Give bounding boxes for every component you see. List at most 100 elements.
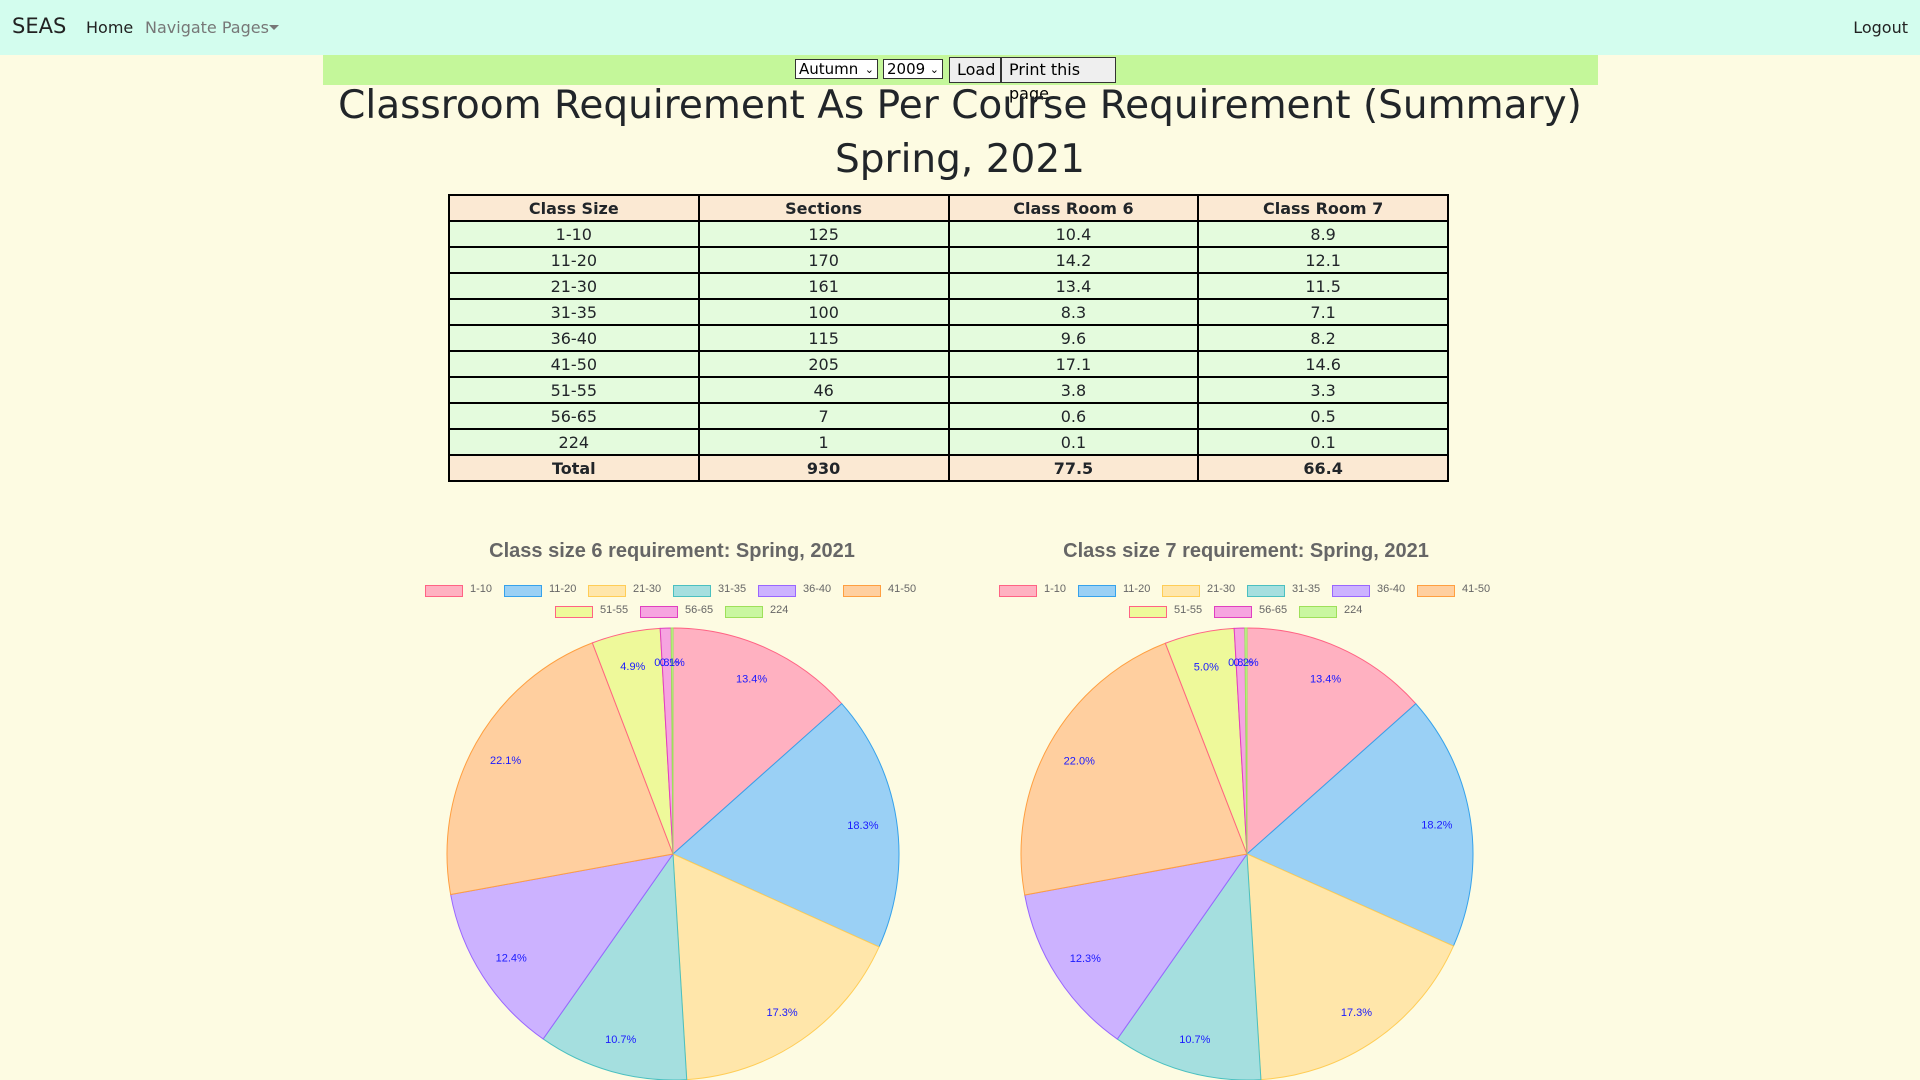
cell: 9.6 [947,324,1200,352]
chart-title-room-7: Class size 7 requirement: Spring, 2021 [1063,540,1429,562]
legend-label: 224 [1344,604,1363,616]
cell: 12.1 [1197,246,1449,274]
table-row: 56-65 7 0.6 0.5 [448,402,1449,430]
pie-slice-41-50[interactable] [1020,642,1248,896]
cell: 0.1 [1197,428,1449,456]
legend-label: 31-35 [718,583,747,595]
cell: 14.6 [1197,350,1449,378]
chevron-down-icon: ⌄ [864,63,874,76]
table-header-row: Class Size Sections Class Room 6 Class R… [448,194,1449,222]
legend-label: 36-40 [803,583,832,595]
table-row: 36-40 115 9.6 8.2 [448,324,1449,352]
header-class-room-7: Class Room 7 [1197,194,1449,222]
cell: 41-50 [448,350,700,378]
cell: 31-35 [448,298,700,326]
pie-slice-1-10[interactable] [1246,627,1417,856]
pie-slice-41-50[interactable] [446,642,674,896]
cell: 0.6 [947,402,1200,430]
table-row: 11-20 170 14.2 12.1 [448,246,1449,274]
legend-label: 1-10 [470,583,493,595]
pie-slice-percent-label: 0.1% [660,657,685,669]
pie-slice-21-30[interactable] [672,853,880,1080]
pie-slice-percent-label: 12.4% [496,953,527,965]
cell: 125 [697,220,950,248]
season-select[interactable]: Autumn ⌄ [795,59,878,79]
legend-label: 56-65 [685,604,714,616]
pie-slice-36-40[interactable] [450,853,675,1040]
table-row: 31-35 100 8.3 7.1 [448,298,1449,326]
cell: 8.2 [1197,324,1449,352]
pie-slice-11-20[interactable] [1246,703,1474,947]
cell: 161 [697,272,950,300]
cell: 21-30 [448,272,700,300]
legend-swatch [1162,585,1200,597]
legend-swatch [1214,606,1252,618]
cell: 10.4 [947,220,1200,248]
legend-label: 31-35 [1292,583,1321,595]
legend-swatch [843,585,881,597]
print-button[interactable]: Print this page [1001,57,1116,103]
pie-slice-percent-label: 22.0% [1064,755,1095,767]
logout-link[interactable]: Logout [1853,18,1908,37]
cell: 1 [697,428,950,456]
page-title: Classroom Requirement As Per Course Requ… [338,83,1582,128]
table-row: 51-55 46 3.8 3.3 [448,376,1449,404]
pie-slice-224[interactable] [1244,627,1248,855]
legend-label: 36-40 [1377,583,1406,595]
total-sections: 930 [697,454,950,482]
cell: 205 [697,350,950,378]
header-class-size: Class Size [448,194,700,222]
cell: 11.5 [1197,272,1449,300]
cell: 170 [697,246,950,274]
year-select-value: 2009 [887,60,926,78]
cell: 7.1 [1197,298,1449,326]
legend-swatch [1078,585,1116,597]
pie-slice-11-20[interactable] [672,702,900,948]
legend-label: 224 [770,604,789,616]
cell: 3.8 [947,376,1200,404]
pie-slice-percent-label: 17.3% [766,1007,797,1019]
pie-slice-36-40[interactable] [1024,853,1249,1040]
cell: 0.1 [947,428,1200,456]
pie-slice-percent-label: 12.3% [1070,953,1101,965]
pie-slice-percent-label: 5.0% [1194,661,1219,673]
brand-link[interactable]: SEAS [12,14,67,38]
legend-swatch [999,585,1037,597]
legend-swatch [1417,585,1455,597]
pie-slice-21-30[interactable] [1246,853,1455,1080]
pie-slice-224[interactable] [670,627,674,855]
legend-label: 21-30 [1207,583,1236,595]
pie-slice-percent-label: 0.2% [1234,657,1259,669]
nav-home-link[interactable]: Home [86,18,134,37]
pie-slice-1-10[interactable] [672,627,843,856]
page-subtitle: Spring, 2021 [835,137,1085,182]
legend-swatch [1129,606,1167,618]
nav-pages-dropdown[interactable]: Navigate Pages [145,18,269,37]
total-class-room-7: 66.4 [1197,454,1449,482]
pie-slice-percent-label: 18.3% [847,820,878,832]
caret-down-icon[interactable] [269,25,279,30]
table-row: 21-30 161 13.4 11.5 [448,272,1449,300]
table-total-row: Total 930 77.5 66.4 [448,454,1449,482]
load-button[interactable]: Load [949,57,1001,83]
summary-table: Class Size Sections Class Room 6 Class R… [448,194,1449,482]
cell: 51-55 [448,376,700,404]
navbar: SEAS Home Navigate Pages Logout [0,0,1920,55]
year-select[interactable]: 2009 ⌄ [883,59,943,79]
cell: 56-65 [448,402,700,430]
table-row: 41-50 205 17.1 14.6 [448,350,1449,378]
legend-label: 21-30 [633,583,662,595]
pie-slice-percent-label: 17.3% [1341,1007,1372,1019]
pie-slice-percent-label: 4.9% [620,661,645,673]
pie-slice-percent-label: 22.1% [490,755,521,767]
pie-slice-percent-label: 13.4% [736,674,767,686]
table-row: 224 1 0.1 0.1 [448,428,1449,456]
legend-label: 11-20 [549,583,577,595]
pie-slice-percent-label: 18.2% [1421,820,1452,832]
cell: 100 [697,298,950,326]
legend-swatch [425,585,463,597]
legend-swatch [504,585,542,597]
chevron-down-icon: ⌄ [929,63,939,76]
legend-swatch [640,606,678,618]
cell: 17.1 [947,350,1200,378]
